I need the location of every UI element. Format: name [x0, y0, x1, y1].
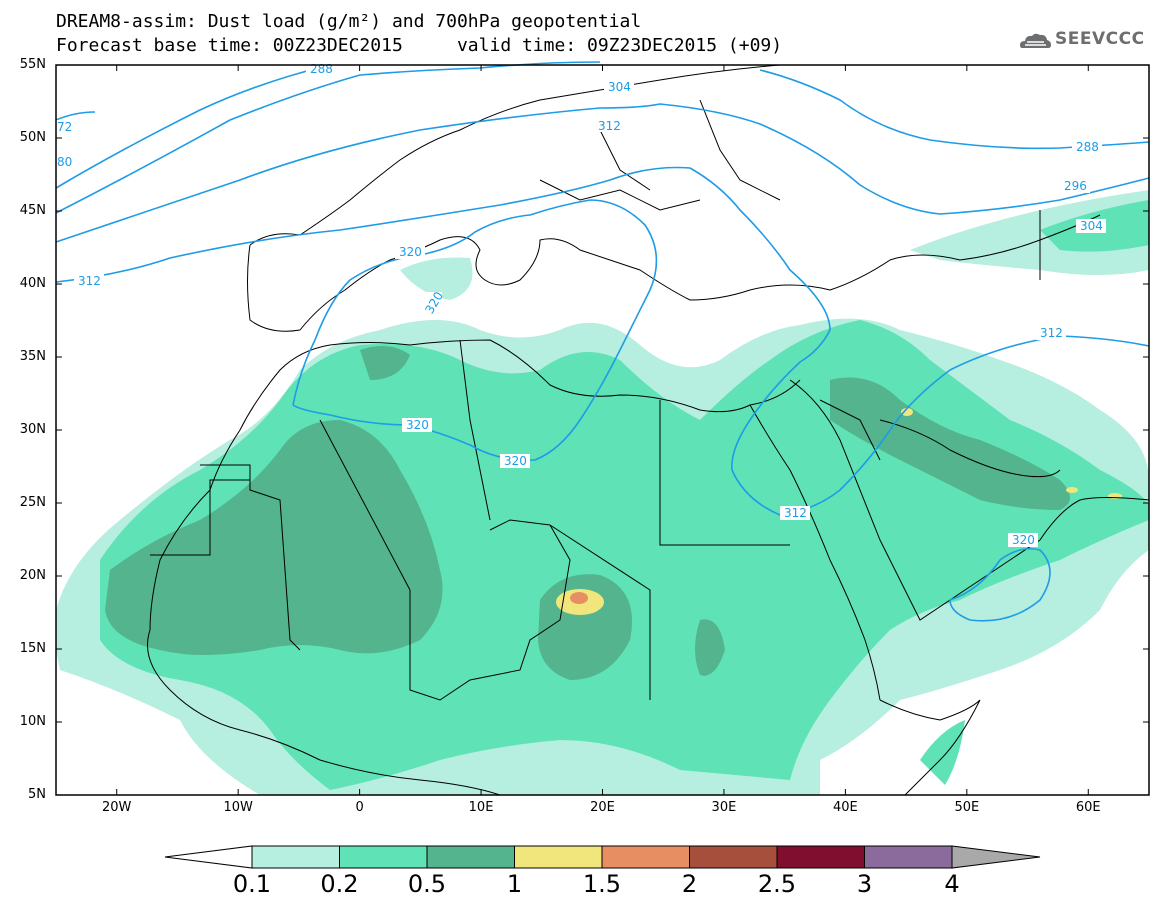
- latitude-label: 50N: [19, 130, 46, 145]
- contour-label: 80: [57, 155, 72, 169]
- longitude-label: 10W: [223, 800, 253, 815]
- longitude-label: 30E: [711, 800, 737, 815]
- colorbar-label: 2: [681, 870, 698, 898]
- colorbar-label: 0.1: [232, 870, 272, 898]
- contour-label: 312: [1040, 326, 1063, 340]
- colorbar-label: 1: [506, 870, 523, 898]
- longitude-label: 10E: [468, 800, 494, 815]
- colorbar-box: [601, 845, 690, 869]
- contour-label: 304: [1080, 219, 1103, 233]
- geopotential-contours: [55, 61, 1150, 622]
- colorbar-low-triangle: [164, 845, 253, 869]
- colorbar-high-triangle: [951, 845, 1041, 869]
- longitude-label: 0: [355, 800, 364, 815]
- contour-label: 304: [608, 80, 631, 94]
- contour-label: 72: [57, 120, 72, 134]
- longitude-label: 50E: [954, 800, 980, 815]
- latitude-label: 30N: [19, 422, 46, 437]
- colorbar-label: 0.5: [407, 870, 447, 898]
- longitude-label: 20E: [590, 800, 615, 815]
- cloud-icon: [1020, 33, 1051, 48]
- longitude-label: 40E: [832, 800, 858, 815]
- map-title: DREAM8-assim: Dust load (g/m²) and 700hP…: [56, 11, 642, 32]
- colorbar-box: [251, 845, 340, 869]
- contour-label: 312: [78, 274, 101, 288]
- longitude-label: 20W: [102, 800, 132, 815]
- colorbar-box: [864, 845, 953, 869]
- axis-ticks: [56, 64, 1149, 796]
- contour-labels: 288 304 312 72 80 312 320 320 320 320 31…: [57, 62, 1103, 547]
- contour-label: 312: [784, 506, 807, 520]
- latitude-label: 35N: [19, 349, 46, 364]
- latitude-label: 45N: [19, 203, 46, 218]
- colorbar-box: [514, 845, 603, 869]
- colorbar: [164, 845, 1041, 869]
- latitude-label: 10N: [19, 714, 46, 729]
- latitude-label: 15N: [19, 641, 46, 656]
- latitude-label: 25N: [19, 495, 46, 510]
- contour-label: 320: [1012, 533, 1035, 547]
- contour-label: 320: [504, 454, 527, 468]
- latitude-label: 40N: [19, 276, 46, 291]
- forecast-time-subtitle: Forecast base time: 00Z23DEC2015 valid t…: [56, 35, 783, 56]
- colorbar-label: 3: [856, 870, 873, 898]
- logo-text: SEEVCCC: [1055, 29, 1145, 49]
- contour-label: 296: [1064, 179, 1087, 193]
- latitude-label: 5N: [28, 787, 46, 802]
- contour-label: 312: [598, 119, 621, 133]
- contour-label: 288: [1076, 140, 1099, 154]
- colorbar-label: 0.2: [320, 870, 359, 898]
- colorbar-label: 2.5: [757, 870, 797, 898]
- latitude-label: 55N: [19, 57, 46, 72]
- colorbar-label: 1.5: [582, 870, 622, 898]
- coastlines: [147, 64, 1150, 796]
- contour-label: 320: [406, 418, 429, 432]
- colorbar-box: [776, 845, 865, 869]
- latitude-label: 20N: [19, 568, 46, 583]
- colorbar-box: [339, 845, 428, 869]
- colorbar-label: 4: [944, 870, 960, 898]
- colorbar-box: [689, 845, 778, 869]
- longitude-label: 60E: [1075, 800, 1101, 815]
- contour-label: 320: [399, 245, 422, 259]
- contour-label: 288: [310, 62, 333, 76]
- colorbar-box: [426, 845, 515, 869]
